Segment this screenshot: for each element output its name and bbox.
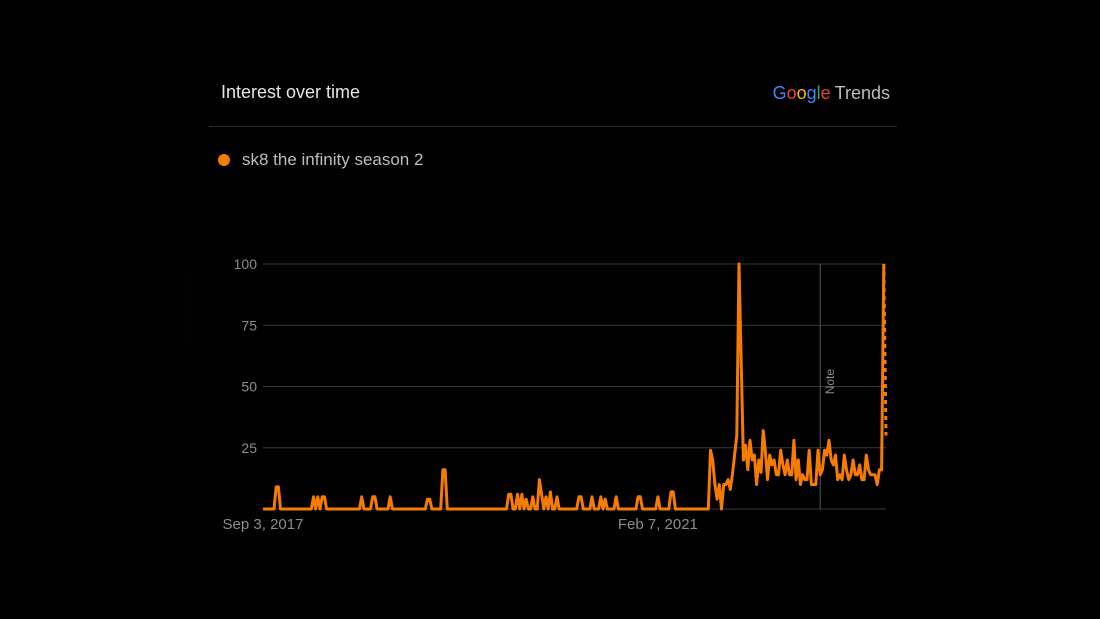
series-line [263, 262, 886, 511]
legend-dot-icon [218, 154, 230, 166]
x-tick-label: Feb 7, 2021 [618, 516, 698, 533]
header-divider [209, 126, 897, 127]
trends-card: Interest over time Google Trends sk8 the … [193, 62, 913, 582]
y-tick-label: 25 [241, 440, 257, 456]
card-title: Interest over time [221, 82, 361, 102]
x-tick-label: Sep 3, 2017 [223, 516, 304, 533]
google-trends-logo: Google Trends [772, 83, 890, 103]
legend[interactable]: sk8 the infinity season 2 [218, 150, 423, 170]
legend-series-label: sk8 the infinity season 2 [242, 150, 424, 169]
y-tick-label: 50 [241, 379, 257, 395]
y-tick-label: 100 [234, 256, 258, 272]
note-annotation-label: Note [823, 369, 837, 395]
y-tick-label: 75 [241, 317, 257, 333]
